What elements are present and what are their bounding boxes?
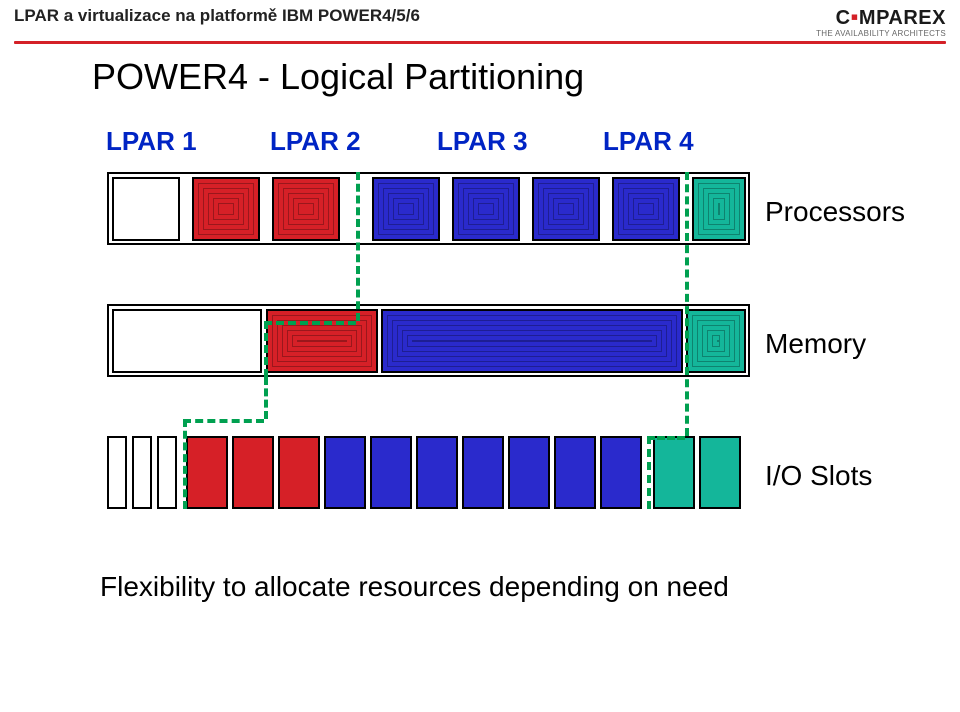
lpar-header-4: LPAR 4 — [603, 126, 694, 157]
processor-block — [272, 177, 340, 241]
processor-block — [192, 177, 260, 241]
io-slot — [278, 436, 320, 509]
lpar-header-1: LPAR 1 — [106, 126, 197, 157]
lpar-boundary — [647, 436, 685, 440]
processor-block — [532, 177, 600, 241]
io-slot — [157, 436, 177, 509]
memory-block — [266, 309, 378, 373]
lpar-boundary — [356, 172, 360, 321]
memory-label: Memory — [765, 328, 866, 360]
io-slot — [699, 436, 741, 509]
lpar-boundary — [264, 321, 356, 325]
io-slot — [370, 436, 412, 509]
io-slot — [132, 436, 152, 509]
slide-caption: Flexibility to allocate resources depend… — [100, 571, 729, 603]
breadcrumb-title: LPAR a virtualizace na platformě IBM POW… — [14, 6, 420, 26]
lpar-boundary — [647, 436, 651, 509]
io-label: I/O Slots — [765, 460, 872, 492]
memory-block — [381, 309, 683, 373]
memory-block — [112, 309, 262, 373]
lpar-header-2: LPAR 2 — [270, 126, 361, 157]
processor-block — [372, 177, 440, 241]
processor-block — [692, 177, 746, 241]
processors-label: Processors — [765, 196, 905, 228]
io-slot — [324, 436, 366, 509]
logo: C▪MPAREX THE AVAILABILITY ARCHITECTS — [816, 6, 946, 38]
lpar-boundary — [183, 419, 187, 509]
lpar-boundary — [685, 172, 689, 436]
io-slot — [653, 436, 695, 509]
slide-title: POWER4 - Logical Partitioning — [92, 56, 960, 98]
lpar-boundary — [264, 321, 268, 377]
io-slot — [186, 436, 228, 509]
header-rule — [14, 41, 946, 44]
lpar-boundary — [183, 419, 264, 423]
processor-block — [452, 177, 520, 241]
lpar-boundary — [264, 377, 268, 419]
logo-text: C▪MPAREX — [836, 7, 946, 29]
io-slot — [554, 436, 596, 509]
logo-subtitle: THE AVAILABILITY ARCHITECTS — [816, 30, 946, 38]
io-slot — [416, 436, 458, 509]
processor-block — [112, 177, 180, 241]
header: LPAR a virtualizace na platformě IBM POW… — [0, 0, 960, 38]
memory-block — [686, 309, 746, 373]
io-slot — [462, 436, 504, 509]
lpar-header-3: LPAR 3 — [437, 126, 528, 157]
lpar-diagram: LPAR 1 LPAR 2 LPAR 3 LPAR 4 Processors Memo… — [0, 126, 960, 596]
io-slot — [508, 436, 550, 509]
io-slot — [107, 436, 127, 509]
io-slot — [600, 436, 642, 509]
io-slot — [232, 436, 274, 509]
processor-block — [612, 177, 680, 241]
